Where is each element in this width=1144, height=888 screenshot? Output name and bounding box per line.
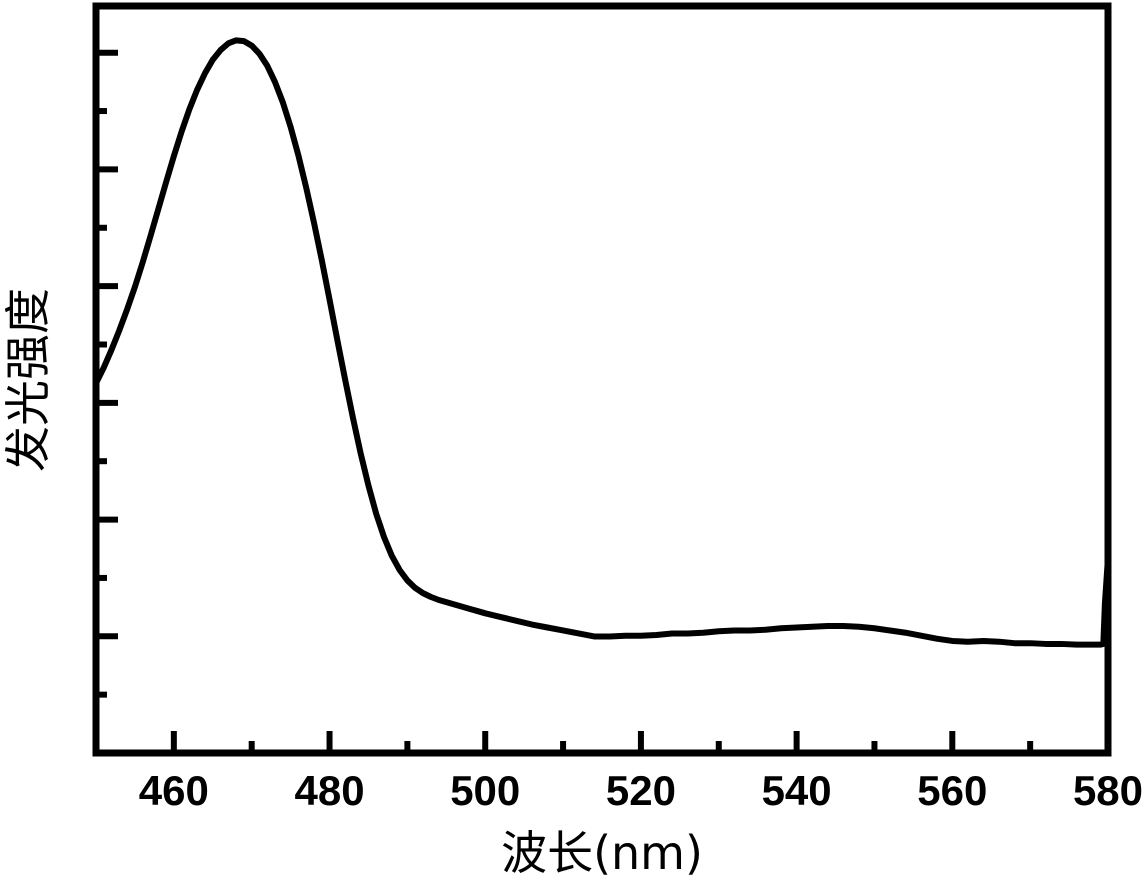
x-axis-title: 波长(nm) — [501, 826, 703, 880]
x-tick-label: 560 — [917, 767, 987, 814]
x-tick-label: 540 — [762, 767, 832, 814]
data-series-group — [96, 40, 1108, 644]
x-axis-tick-labels: 460 480 500 520 540 560 580 — [139, 767, 1143, 814]
x-tick-label: 460 — [139, 767, 209, 814]
x-tick-label: 520 — [606, 767, 676, 814]
x-tick-label: 480 — [294, 767, 364, 814]
x-tick-label: 580 — [1073, 767, 1143, 814]
chart-canvas: 460 480 500 520 540 560 580 波长(nm) 发光强度 — [0, 0, 1144, 888]
luminescence-spectrum-figure: 460 480 500 520 540 560 580 波长(nm) 发光强度 — [0, 0, 1144, 888]
emission-spectrum-curve — [96, 40, 1108, 644]
x-tick-label: 500 — [450, 767, 520, 814]
y-axis-title: 发光强度 — [1, 288, 55, 472]
